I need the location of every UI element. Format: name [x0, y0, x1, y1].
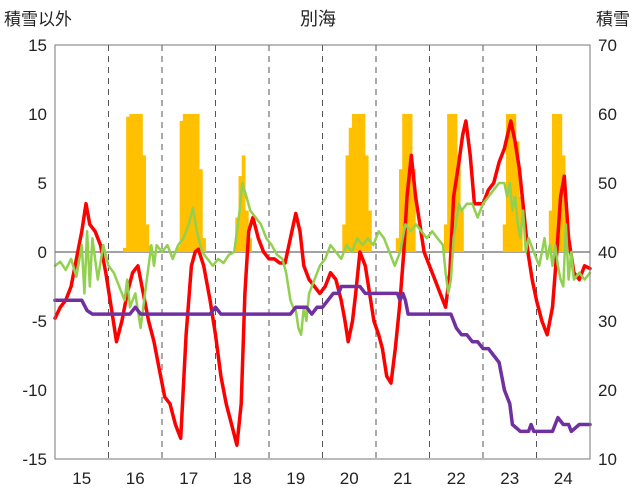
snow-bar	[515, 141, 520, 252]
x-tick: 16	[126, 469, 145, 488]
x-ticks: 15 16 17 18 19 20 21 22 23 24	[72, 469, 572, 488]
snow-bar	[459, 210, 464, 252]
snow-bar	[408, 114, 413, 252]
snow-bar	[248, 238, 252, 252]
snow-bar	[443, 224, 448, 252]
x-tick: 18	[233, 469, 252, 488]
snow-bar	[126, 116, 130, 252]
snow-bar	[509, 114, 514, 252]
snow-bar	[179, 120, 184, 253]
snow-bar	[241, 155, 246, 252]
snow-bar	[506, 114, 510, 252]
snow-bar	[361, 114, 366, 252]
snow-bar	[182, 114, 187, 252]
snow-bar	[512, 114, 517, 252]
series-line-3	[53, 284, 592, 434]
x-tick: 21	[393, 469, 412, 488]
y-tick-left: 0	[38, 243, 47, 262]
snow-bar	[342, 224, 347, 252]
snow-bar	[138, 114, 143, 252]
snow-bar	[186, 114, 190, 252]
snow-bar	[402, 114, 407, 252]
snow-bar	[129, 114, 134, 252]
snow-bar	[358, 114, 363, 252]
snow-bar	[399, 169, 403, 252]
y-tick-left: -15	[22, 450, 47, 469]
y-tick-left: -10	[22, 381, 47, 400]
y-tick-right: 70	[598, 36, 617, 55]
snow-bar	[447, 114, 451, 252]
y-tick-left: 5	[38, 174, 47, 193]
snow-bar	[364, 155, 369, 252]
x-tick: 24	[554, 469, 573, 488]
y-tick-right: 60	[598, 105, 617, 124]
snow-bar	[555, 114, 560, 252]
plot-frame	[54, 44, 591, 460]
x-tick: 19	[286, 469, 305, 488]
y-tick-right: 10	[598, 450, 617, 469]
snow-bar	[244, 210, 249, 252]
snow-bar	[367, 210, 372, 252]
y-tick-left: 15	[28, 36, 47, 55]
right-axis-label: 積雪	[596, 10, 630, 29]
y-tick-right: 30	[598, 312, 617, 331]
snow-bar	[192, 114, 197, 252]
right-y-ticks: 10 20 30 40 50 60 70	[598, 36, 617, 469]
snow-bar	[351, 114, 356, 252]
y-tick-left: -5	[32, 312, 47, 331]
snow-bar	[561, 155, 566, 252]
left-axis-label: 積雪以外	[4, 10, 72, 29]
x-tick: 20	[340, 469, 359, 488]
line-series	[53, 119, 592, 447]
snow-bar	[198, 169, 203, 252]
snow-bar	[145, 224, 150, 252]
x-tick: 17	[179, 469, 198, 488]
y-tick-right: 40	[598, 243, 617, 262]
snow-bar	[176, 246, 181, 252]
left-y-ticks: -15 -10 -5 0 5 10 15	[22, 36, 47, 469]
snow-bar	[411, 169, 416, 252]
snow-bar	[189, 114, 194, 252]
snow-bar	[548, 210, 553, 252]
snow-bar	[450, 114, 455, 252]
snow-bar	[195, 114, 200, 252]
y-tick-right: 20	[598, 381, 617, 400]
y-tick-left: 10	[28, 105, 47, 124]
snow-bar	[132, 114, 137, 252]
snow-bar	[558, 114, 563, 252]
series-line-1	[53, 119, 592, 447]
snow-bar	[355, 114, 359, 252]
x-tick: 22	[447, 469, 466, 488]
snow-bar	[348, 127, 353, 252]
snow-bar	[142, 155, 147, 252]
snow-bar	[122, 247, 127, 252]
x-tick: 15	[72, 469, 91, 488]
snow-bar	[345, 155, 350, 252]
chart-title: 別海	[300, 9, 336, 29]
x-tick: 23	[500, 469, 519, 488]
snow-bar	[135, 114, 140, 252]
y-tick-right: 50	[598, 174, 617, 193]
snow-bar	[502, 224, 507, 252]
snow-bar	[552, 114, 556, 252]
snow-bar	[395, 238, 400, 252]
snow-bar	[202, 238, 206, 252]
series-line-2	[53, 181, 592, 337]
